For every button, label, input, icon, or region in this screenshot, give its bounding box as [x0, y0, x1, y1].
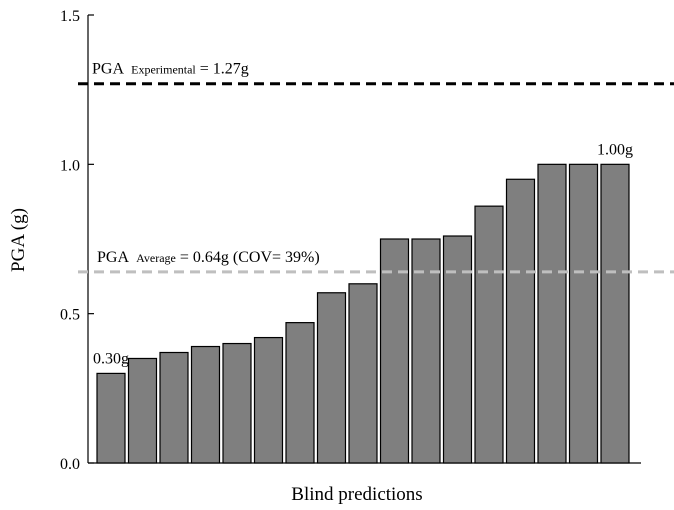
bar [222, 342, 252, 464]
bar [379, 238, 410, 464]
label-subscript: Average [136, 251, 176, 265]
bar [127, 357, 158, 464]
reference-label: PGA Experimental = 1.27g [92, 61, 249, 78]
bar [348, 283, 378, 464]
y-tick-label: 1.0 [60, 157, 80, 174]
bar [411, 238, 441, 464]
bar [253, 336, 284, 464]
label-subscript: Experimental [131, 63, 196, 77]
bar [190, 345, 221, 464]
bar [442, 235, 473, 464]
label-text: = 0.64g (COV= 39%) [176, 249, 320, 266]
x-axis-label: Blind predictions [291, 484, 422, 505]
label-text: PGA [92, 61, 127, 78]
label-text: PGA [97, 249, 132, 266]
y-tick-label: 1.5 [60, 8, 80, 25]
bar [316, 292, 347, 464]
bar [96, 372, 126, 464]
bar [285, 322, 315, 464]
y-tick-label: 0.0 [60, 456, 80, 473]
bar [568, 163, 599, 464]
y-axis-label: PGA (g) [8, 208, 29, 272]
reference-label: PGA Average = 0.64g (COV= 39%) [97, 249, 320, 266]
bar [537, 163, 567, 464]
bar [600, 163, 630, 464]
data-label: 0.30g [93, 350, 129, 367]
y-tick-label: 0.5 [60, 307, 80, 324]
bar [474, 205, 504, 464]
label-text: = 1.27g [196, 61, 249, 78]
data-label: 1.00g [597, 141, 633, 158]
bar [159, 351, 189, 464]
bar [505, 178, 536, 464]
